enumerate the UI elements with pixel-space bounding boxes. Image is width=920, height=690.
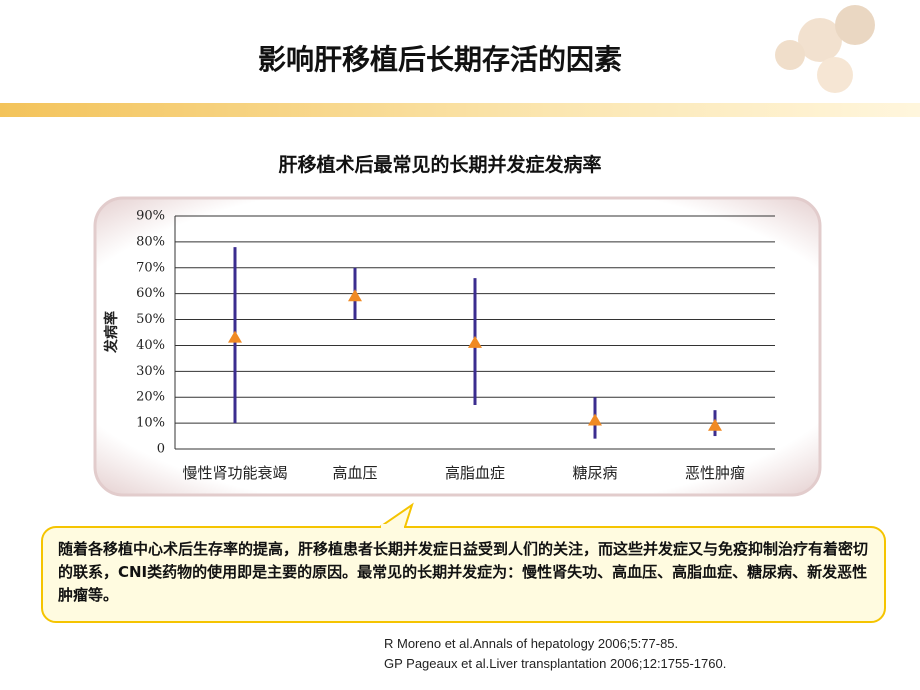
x-tick-label: 糖尿病 <box>572 464 617 482</box>
x-tick-label: 高血压 <box>332 464 377 482</box>
marker <box>348 289 362 302</box>
y-tick-label: 20% <box>136 390 165 405</box>
x-tick-label: 慢性肾功能衰竭 <box>182 464 287 482</box>
callout-join <box>381 524 404 530</box>
chart-box <box>93 196 822 497</box>
y-tick-label: 40% <box>136 338 165 353</box>
y-tick-label: 60% <box>136 286 165 301</box>
x-tick-label: 高脂血症 <box>445 464 505 482</box>
reference: R Moreno et al.Annals of hepatology 2006… <box>384 636 679 651</box>
y-tick-label: 30% <box>136 364 165 379</box>
header-band <box>0 103 920 117</box>
x-tick-label: 恶性肿瘤 <box>685 464 745 482</box>
marker <box>228 330 242 343</box>
y-tick-label: 50% <box>136 312 165 327</box>
callout-pointer <box>376 502 414 528</box>
y-tick-label: 0 <box>157 442 165 457</box>
y-tick-label: 90% <box>136 209 165 224</box>
callout-box <box>41 526 886 623</box>
header-photo <box>775 5 875 93</box>
marker <box>468 335 482 348</box>
y-tick-label: 80% <box>136 234 165 249</box>
marker <box>708 418 722 431</box>
y-tick-label: 70% <box>136 260 165 275</box>
marker <box>588 413 602 426</box>
reference: GP Pageaux et al.Liver transplantation 2… <box>384 656 727 671</box>
y-axis-label: 发病率 <box>103 311 120 354</box>
chart-title: 肝移植术后最常见的长期并发症发病率 <box>278 154 602 176</box>
y-tick-label: 10% <box>136 416 165 431</box>
slide-title: 影响肝移植后长期存活的因素 <box>257 43 622 76</box>
callout-text: 随着各移植中心术后生存率的提高，肝移植患者长期并发症日益受到人们的关注，而这些并… <box>58 540 869 604</box>
